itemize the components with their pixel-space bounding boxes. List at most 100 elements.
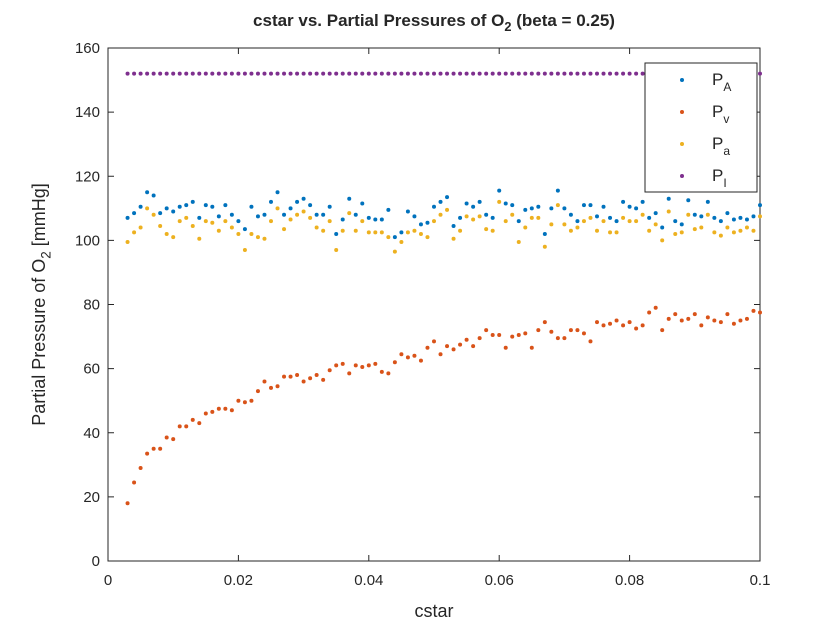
point (705, 199, 710, 204)
legend-label-sub: I (723, 176, 726, 190)
point (555, 188, 560, 193)
point (562, 71, 567, 76)
legend-marker (680, 110, 684, 114)
point (425, 71, 430, 76)
point (405, 355, 410, 360)
point (718, 233, 723, 238)
point (269, 71, 273, 76)
point (445, 344, 450, 349)
point (744, 316, 749, 321)
point (529, 345, 534, 350)
point (210, 204, 215, 209)
point (477, 336, 482, 341)
point (523, 331, 528, 336)
point (568, 71, 573, 76)
point (164, 71, 169, 76)
point (568, 228, 573, 233)
point (438, 71, 443, 76)
point (236, 231, 241, 236)
point (314, 225, 319, 230)
point (223, 203, 228, 208)
point (490, 71, 495, 76)
point (490, 215, 495, 220)
point (608, 71, 613, 76)
x-tick-label: 0.1 (750, 572, 771, 589)
point (308, 203, 313, 208)
point (581, 71, 586, 76)
point (386, 71, 391, 76)
legend-label-name: P (712, 166, 723, 185)
point (523, 225, 528, 230)
point (295, 212, 300, 217)
legend-marker (680, 78, 684, 82)
point (634, 206, 639, 211)
point (621, 323, 626, 328)
point (432, 339, 436, 344)
point (223, 71, 228, 76)
x-tick-label: 0.04 (354, 572, 383, 589)
point (340, 217, 345, 222)
point (334, 71, 339, 76)
y-axis-label: Partial Pressure of O2 [mmHg] (29, 183, 53, 426)
point (640, 199, 645, 204)
point (373, 230, 378, 235)
point (484, 227, 489, 232)
point (692, 212, 697, 217)
point (621, 199, 626, 204)
x-tick-label: 0.06 (485, 572, 514, 589)
legend-label-name: P (712, 70, 723, 89)
point (288, 374, 293, 379)
point (751, 308, 756, 313)
point (588, 203, 593, 208)
point (568, 212, 573, 217)
point (738, 228, 743, 233)
y-tick-label: 80 (83, 297, 100, 314)
y-tick-label: 140 (75, 104, 100, 121)
point (744, 225, 749, 230)
point (236, 71, 241, 76)
point (366, 230, 371, 235)
point (516, 332, 521, 337)
point (445, 71, 450, 76)
point (216, 71, 221, 76)
point (282, 71, 287, 76)
point (347, 71, 352, 76)
point (549, 206, 554, 211)
point (229, 408, 234, 413)
x-axis-label: cstar (414, 601, 453, 621)
point (282, 212, 287, 217)
point (568, 328, 573, 333)
point (692, 312, 697, 317)
point (451, 71, 456, 76)
legend-label-name: P (712, 102, 723, 121)
point (190, 417, 195, 422)
point (366, 215, 371, 220)
point (308, 376, 313, 381)
point (282, 227, 287, 232)
point (373, 361, 378, 366)
point (255, 235, 260, 240)
point (288, 217, 293, 222)
point (360, 219, 365, 224)
point (197, 71, 202, 76)
point (132, 71, 137, 76)
legend-marker (680, 142, 684, 146)
point (608, 230, 613, 235)
legend-label: PI (712, 166, 727, 190)
point (132, 480, 137, 485)
point (360, 71, 365, 76)
point (614, 318, 619, 323)
point (490, 332, 495, 337)
point (288, 71, 293, 76)
point (399, 71, 404, 76)
point (373, 217, 378, 222)
point (679, 318, 684, 323)
point (216, 406, 221, 411)
point (464, 201, 469, 206)
point (581, 203, 586, 208)
point (347, 371, 352, 376)
point (269, 385, 273, 390)
point (562, 206, 567, 211)
point (242, 247, 247, 252)
